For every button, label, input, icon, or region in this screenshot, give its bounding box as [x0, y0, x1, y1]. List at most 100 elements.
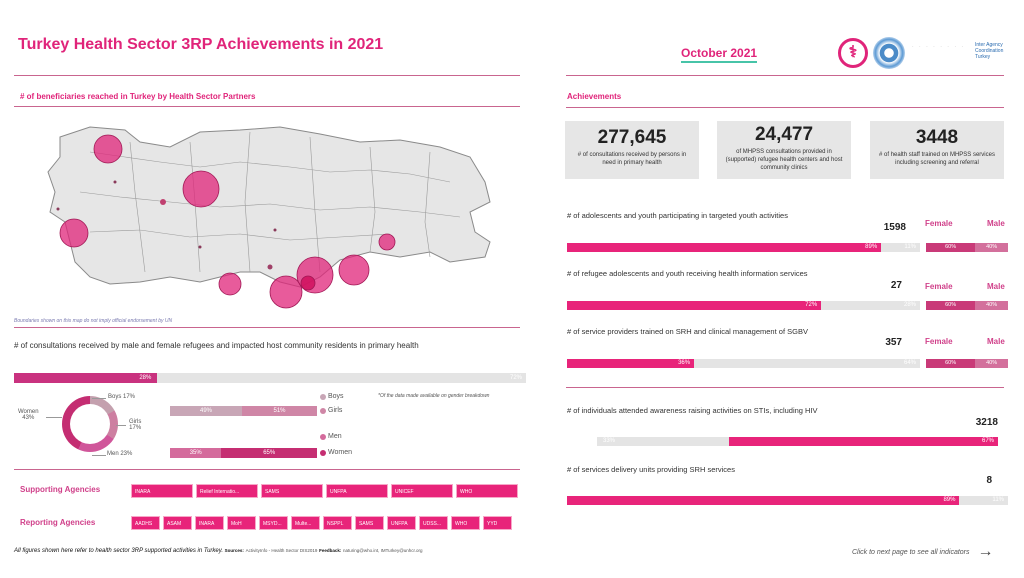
male-share: 40%	[975, 359, 1008, 368]
legend-label: Men	[328, 433, 342, 440]
supporting-agency-chip[interactable]: UNFPA	[326, 484, 388, 498]
progress-achieved: 36%	[567, 359, 695, 368]
kpi-card-mhpss-consultations: 24,477 of MHPSS consultations provided i…	[717, 121, 851, 179]
report-month: October 2021	[681, 46, 758, 63]
reporting-agency-chip[interactable]: YYD	[483, 516, 512, 530]
map-disclaimer: Boundaries shown on this map do not impl…	[14, 318, 173, 324]
overall-bar-left: 28%	[14, 373, 158, 383]
divider	[14, 469, 520, 470]
indicator-progress-bar: 33% 67%	[597, 437, 998, 446]
consultations-title: # of consultations received by male and …	[14, 341, 419, 350]
indicator-value: 27	[890, 280, 902, 291]
kpi-description: # of health staff trained on MHPSS servi…	[879, 152, 995, 166]
indicator-value: 8	[986, 475, 992, 486]
legend-girls: Girls	[320, 407, 342, 414]
gender-split-bar: 60% 40%	[926, 243, 1008, 252]
reporting-agency-chip[interactable]: INARA	[195, 516, 224, 530]
indicator-progress-bar: 89% 11%	[567, 243, 920, 252]
achievements-heading: Achievements	[567, 92, 622, 101]
supporting-agency-chip[interactable]: UNICEF	[391, 484, 453, 498]
reporting-agency-chip[interactable]: MSYD...	[259, 516, 288, 530]
progress-remaining: 64%	[694, 359, 920, 368]
female-label: Female	[925, 337, 953, 346]
indicator-value: 3218	[975, 417, 998, 428]
overall-bar-right: 72%	[509, 375, 522, 381]
next-page-text: Click to next page to see all indicators	[852, 548, 970, 556]
supporting-agency-chip[interactable]: INARA	[131, 484, 193, 498]
male-label: Male	[987, 219, 1005, 228]
reporting-agency-chip[interactable]: Multe...	[291, 516, 320, 530]
female-label: Female	[925, 282, 953, 291]
gender-split-bar: 60% 40%	[926, 359, 1008, 368]
divider	[566, 387, 1004, 388]
reporting-agency-chip[interactable]: ASAM	[163, 516, 192, 530]
donut-label-boys: Boys 17%	[108, 394, 136, 400]
reporting-agency-chip[interactable]: UDSS...	[419, 516, 448, 530]
leader-line	[46, 417, 62, 418]
reporting-agencies-list: AADHS ASAM INARA MoH MSYD... Multe... NS…	[131, 516, 512, 530]
male-label: Male	[987, 282, 1005, 291]
leader-line	[92, 455, 106, 456]
reporting-agency-chip[interactable]: MoH	[227, 516, 256, 530]
indicator-title: # of service providers trained on SRH an…	[567, 327, 808, 336]
reporting-agency-chip[interactable]: UNFPA	[387, 516, 416, 530]
supporting-agency-chip[interactable]: Relief Internatio...	[196, 484, 258, 498]
indicator-title: # of adolescents and youth participating…	[567, 211, 788, 220]
women-pct: 43%	[22, 415, 35, 421]
indicator-title: # of refugee adolescents and youth recei…	[567, 269, 808, 278]
divider	[14, 75, 520, 76]
caduceus-icon: ⚕	[838, 38, 868, 68]
progress-achieved: 89%	[567, 496, 960, 505]
reporting-agency-chip[interactable]: NSPPL	[323, 516, 352, 530]
progress-remaining: 11%	[959, 496, 1008, 505]
gender-footnote: *Of the data made available on gender br…	[378, 393, 490, 399]
progress-remaining: 11%	[881, 243, 920, 252]
girls-label: Girls	[129, 419, 142, 425]
turkey-map-svg	[47, 126, 491, 309]
next-page-link[interactable]: Click to next page to see all indicators…	[852, 543, 994, 561]
progress-achieved: 67%	[729, 437, 998, 446]
adults-gender-bar: 35% 65%	[170, 448, 317, 458]
supporting-agency-chip[interactable]: SAMS	[261, 484, 323, 498]
reporting-agency-chip[interactable]: WHO	[451, 516, 480, 530]
legend-dot-icon	[320, 393, 326, 400]
female-share: 60%	[926, 301, 976, 310]
legend-dot-icon	[320, 449, 326, 456]
progress-remaining: 33%	[597, 437, 730, 446]
supporting-agencies-label: Supporting Agencies	[20, 485, 101, 494]
indicator-progress-bar: 36% 64%	[567, 359, 920, 368]
feedback-text[interactable]: naturing@who.int, IMTurkey@unhcr.org	[343, 548, 423, 553]
map-section-heading: # of beneficiaries reached in Turkey by …	[20, 92, 256, 101]
reporting-agency-chip[interactable]: AADHS	[131, 516, 160, 530]
consultations-overall-bar: 28% 72%	[14, 373, 526, 383]
legend-boys: Boys	[320, 393, 344, 400]
indicator-progress-bar: 89% 11%	[567, 496, 1008, 505]
children-bar-boys: 49%	[170, 406, 243, 416]
divider	[14, 106, 520, 107]
male-share: 40%	[975, 301, 1008, 310]
kpi-card-staff-trained: 3448 # of health staff trained on MHPSS …	[870, 121, 1004, 179]
indicator-value: 1598	[883, 222, 906, 233]
legend-label: Girls	[328, 407, 343, 414]
legend-women: Women	[320, 449, 352, 456]
divider	[566, 107, 1004, 108]
girls-pct: 17%	[129, 425, 142, 431]
kpi-description: # of consultations received by persons i…	[577, 152, 687, 166]
supporting-agency-chip[interactable]: WHO	[456, 484, 518, 498]
arrow-right-icon[interactable]: →	[977, 543, 994, 560]
donut-label-girls: Girls 17%	[129, 419, 141, 431]
sources-text: ActivityInfo - Health Sector DIS2019	[245, 548, 318, 553]
reporting-agency-chip[interactable]: SAMS	[355, 516, 384, 530]
kpi-value: 3448	[915, 127, 959, 148]
leader-line	[92, 398, 106, 399]
page-title: Turkey Health Sector 3RP Achievements in…	[18, 36, 384, 53]
gender-split-bar: 60% 40%	[926, 301, 1008, 310]
progress-remaining: 28%	[821, 301, 920, 310]
indicator-progress-bar: 72% 28%	[567, 301, 920, 310]
female-share: 60%	[926, 359, 976, 368]
logo-partner-text: · · · · · · · ·	[912, 44, 966, 50]
divider	[566, 75, 1004, 76]
turkey-map[interactable]	[30, 112, 500, 312]
progress-achieved: 72%	[567, 301, 822, 310]
adults-bar-women: 65%	[221, 448, 317, 458]
